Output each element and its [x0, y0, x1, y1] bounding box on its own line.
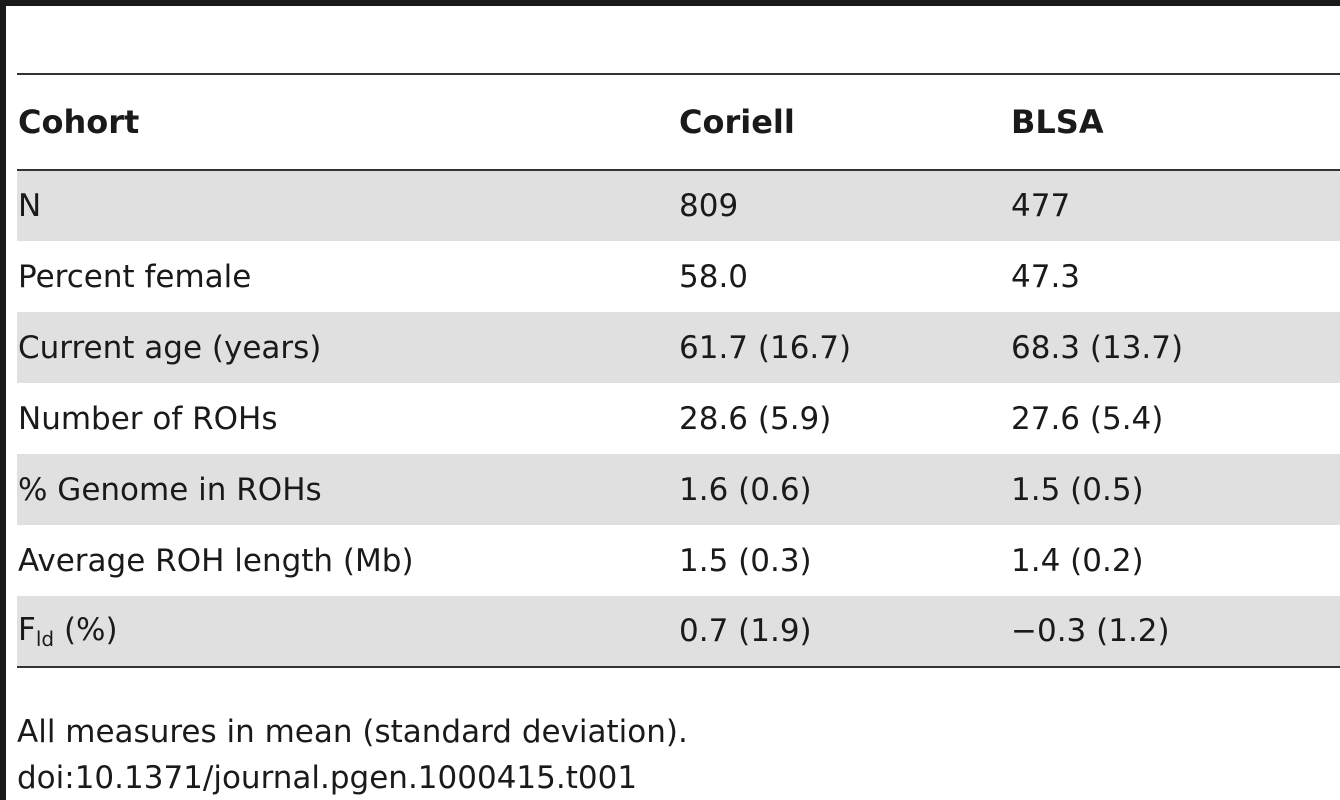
table-row: N 809 477 — [17, 170, 1340, 241]
header-blsa: BLSA — [1010, 73, 1340, 171]
table-row: % Genome in ROHs 1.6 (0.6) 1.5 (0.5) — [17, 454, 1340, 525]
table-row: Average ROH length (Mb) 1.5 (0.3) 1.4 (0… — [17, 525, 1340, 596]
coriell-value: 28.6 (5.9) — [679, 400, 832, 437]
row-label: Fld (%) — [17, 596, 678, 668]
header-cohort: Cohort — [17, 73, 678, 171]
row-label-main: F — [18, 611, 36, 648]
blsa-value: 47.3 — [1011, 258, 1081, 295]
row-label: Percent female — [18, 258, 252, 295]
doi-link[interactable]: doi:10.1371/journal.pgen.1000415.t001 — [17, 760, 638, 796]
table-header-row: Cohort Coriell BLSA — [17, 73, 1340, 171]
row-label: Current age (years) — [17, 312, 678, 383]
left-border-rule — [0, 0, 6, 800]
row-label-rest: (%) — [54, 611, 118, 648]
top-border-rule — [6, 0, 1340, 6]
coriell-value: 61.7 (16.7) — [678, 312, 1010, 383]
coriell-value: 1.5 (0.3) — [679, 542, 812, 579]
row-label: N — [17, 170, 678, 241]
blsa-value: 27.6 (5.4) — [1011, 400, 1164, 437]
blsa-value: 477 — [1010, 170, 1340, 241]
row-label: Number of ROHs — [18, 400, 278, 437]
cohort-table-container: Cohort Coriell BLSA N 809 477 Percent fe… — [17, 73, 1340, 668]
blsa-value: 1.4 (0.2) — [1011, 542, 1144, 579]
row-label: % Genome in ROHs — [17, 454, 678, 525]
table-row: Fld (%) 0.7 (1.9) −0.3 (1.2) — [17, 596, 1340, 668]
table-row: Percent female 58.0 47.3 — [17, 241, 1340, 312]
coriell-value: 809 — [678, 170, 1010, 241]
coriell-value: 1.6 (0.6) — [678, 454, 1010, 525]
cohort-characteristics-table: Cohort Coriell BLSA N 809 477 Percent fe… — [17, 73, 1340, 668]
row-label: Average ROH length (Mb) — [18, 542, 414, 579]
table-footnote: All measures in mean (standard deviation… — [17, 714, 688, 750]
table-row: Number of ROHs 28.6 (5.9) 27.6 (5.4) — [17, 383, 1340, 454]
table-row: Current age (years) 61.7 (16.7) 68.3 (13… — [17, 312, 1340, 383]
blsa-value: 68.3 (13.7) — [1010, 312, 1340, 383]
blsa-value: 1.5 (0.5) — [1010, 454, 1340, 525]
header-coriell: Coriell — [678, 73, 1010, 171]
coriell-value: 58.0 — [679, 258, 749, 295]
row-label-subscript: ld — [35, 626, 55, 651]
blsa-value: −0.3 (1.2) — [1010, 596, 1340, 668]
coriell-value: 0.7 (1.9) — [678, 596, 1010, 668]
